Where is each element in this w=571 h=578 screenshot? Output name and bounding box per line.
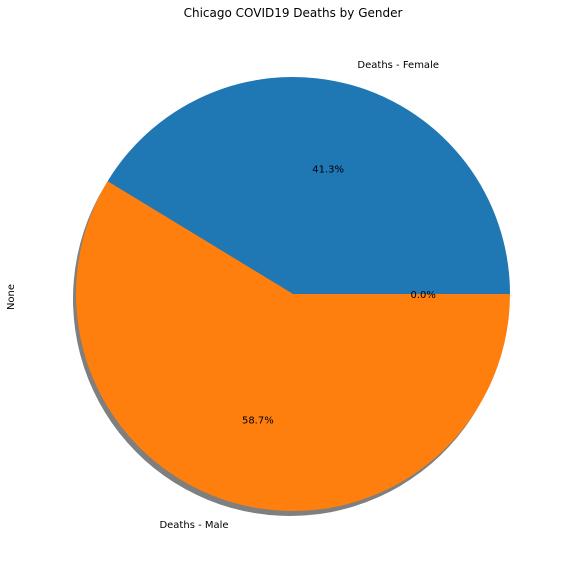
pie-slice-deaths-female <box>107 76 510 294</box>
y-axis-label: None <box>6 284 17 310</box>
slice-label-deaths-female: Deaths - Female <box>357 60 439 71</box>
pie-slice-deaths-male <box>76 181 510 511</box>
pie-labels: Deaths - Female 41.3% Deaths - Male 58.7% 0.… <box>159 60 439 531</box>
slice-percent-deaths-female: 41.3% <box>312 165 344 176</box>
slice-percent-slice-3: 0.0% <box>410 290 435 301</box>
pie-slices <box>76 76 510 511</box>
slice-percent-deaths-male: 58.7% <box>242 415 274 426</box>
slice-label-deaths-male: Deaths - Male <box>159 520 228 531</box>
chart-title: Chicago COVID19 Deaths by Gender <box>184 6 403 20</box>
